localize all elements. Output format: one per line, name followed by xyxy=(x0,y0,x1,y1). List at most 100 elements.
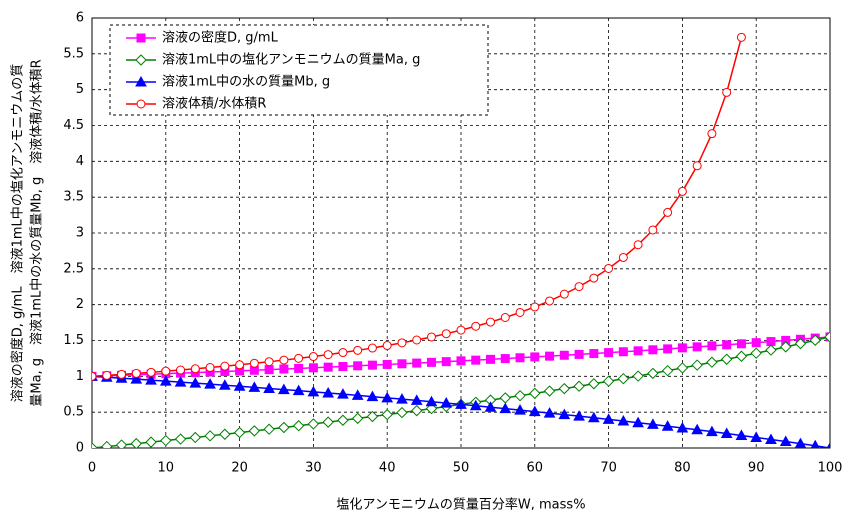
marker xyxy=(263,423,275,435)
legend-marker xyxy=(135,54,147,66)
marker xyxy=(543,385,556,397)
marker xyxy=(545,296,555,306)
marker xyxy=(308,352,318,362)
marker xyxy=(322,387,335,398)
marker xyxy=(794,337,807,350)
marker xyxy=(337,388,349,399)
marker xyxy=(750,431,763,442)
marker xyxy=(264,357,274,367)
y-tick-label: 3.5 xyxy=(63,190,84,205)
marker xyxy=(161,366,171,376)
marker xyxy=(779,435,792,447)
marker xyxy=(397,338,407,348)
marker xyxy=(706,425,718,437)
marker xyxy=(440,397,453,408)
y-tick-label: 2 xyxy=(76,297,84,312)
marker xyxy=(92,442,98,448)
marker xyxy=(647,367,659,380)
marker xyxy=(618,252,628,262)
y-tick-label: 0.5 xyxy=(63,405,84,420)
x-tick-label: 60 xyxy=(527,461,544,476)
marker xyxy=(307,418,320,430)
marker xyxy=(471,321,481,331)
marker xyxy=(426,357,436,367)
x-tick-label: 90 xyxy=(748,461,765,476)
marker xyxy=(587,411,600,423)
marker xyxy=(441,329,451,339)
y-tick-label: 2.5 xyxy=(63,261,84,276)
y-tick-label: 4 xyxy=(76,154,84,169)
marker xyxy=(101,440,113,448)
marker xyxy=(736,32,746,42)
marker xyxy=(514,389,526,402)
marker xyxy=(735,429,748,440)
marker xyxy=(632,416,644,428)
marker xyxy=(425,395,438,407)
marker xyxy=(514,404,526,415)
marker xyxy=(338,362,348,372)
marker xyxy=(456,356,466,366)
x-tick-label: 80 xyxy=(674,461,691,476)
marker xyxy=(248,381,261,392)
marker xyxy=(323,350,333,360)
marker xyxy=(484,401,497,412)
marker xyxy=(677,343,687,353)
marker xyxy=(353,345,363,355)
marker xyxy=(92,371,97,381)
marker xyxy=(278,383,290,395)
series-layer xyxy=(92,32,830,448)
marker xyxy=(632,370,644,382)
marker xyxy=(794,437,807,448)
marker xyxy=(338,348,348,358)
marker xyxy=(455,398,467,409)
marker xyxy=(648,225,658,235)
x-tick-label: 30 xyxy=(305,461,322,476)
marker xyxy=(765,344,777,356)
marker xyxy=(412,335,422,345)
marker xyxy=(145,436,157,448)
marker xyxy=(130,373,143,384)
marker xyxy=(573,380,585,392)
marker xyxy=(292,420,305,432)
marker xyxy=(412,358,422,368)
marker xyxy=(382,341,392,351)
marker xyxy=(515,307,525,317)
legend-label: 溶液1mL中の水の質量Mb, g xyxy=(162,75,330,90)
marker xyxy=(190,364,200,374)
marker xyxy=(692,342,702,352)
marker xyxy=(676,421,689,433)
marker xyxy=(130,437,142,448)
legend-label: 溶液1mL中の塩化アンモニウムの質量Ma, g xyxy=(162,53,420,68)
marker xyxy=(515,353,525,363)
marker xyxy=(648,345,658,355)
marker xyxy=(131,368,141,378)
marker xyxy=(826,441,830,448)
marker xyxy=(189,431,202,444)
marker xyxy=(410,394,423,405)
x-tick-label: 100 xyxy=(818,461,843,476)
marker xyxy=(617,372,630,385)
legend-box xyxy=(109,24,489,116)
marker xyxy=(589,349,599,359)
marker xyxy=(411,404,423,417)
y-tick-label: 5 xyxy=(76,82,84,97)
y-axis-label: 溶液の密度D, g/mL 溶液1mL中の塩化アンモニウムの質 xyxy=(10,64,26,402)
marker xyxy=(602,413,615,424)
marker xyxy=(322,416,334,428)
marker xyxy=(691,423,704,435)
marker xyxy=(574,282,584,292)
marker xyxy=(218,379,231,390)
y-tick-label: 3 xyxy=(76,226,84,241)
marker xyxy=(751,338,761,348)
marker xyxy=(292,384,305,396)
marker xyxy=(766,337,776,347)
marker xyxy=(115,439,128,448)
marker xyxy=(248,425,261,437)
marker xyxy=(233,426,246,439)
marker xyxy=(720,353,733,365)
marker xyxy=(174,433,187,445)
x-tick-label: 0 xyxy=(88,461,96,476)
marker xyxy=(676,362,689,374)
marker xyxy=(809,334,821,346)
marker xyxy=(663,344,673,354)
